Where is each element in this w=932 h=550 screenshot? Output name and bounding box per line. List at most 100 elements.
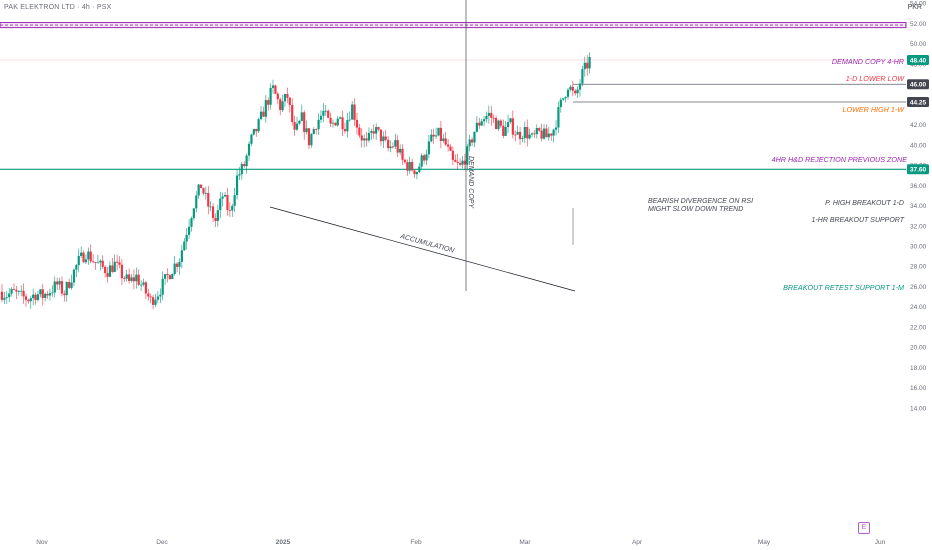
candle-body [506,122,510,128]
candle-body [154,299,157,305]
symbol-legend[interactable]: PAK ELEKTRON LTD · 4h · PSX [4,4,112,11]
y-tick-label: 30.00 [910,244,927,251]
candle-body [377,127,380,130]
candle-body [281,101,284,111]
candle-body [482,119,486,122]
candle-body [446,144,450,147]
candle-body [255,128,258,132]
candle-body [552,129,555,136]
candle-body [159,294,162,297]
candle-body [394,140,397,147]
candle-body [439,127,443,141]
candle-body [116,261,119,263]
candle-body [264,100,267,117]
candle-body [202,188,205,194]
candle-body [197,184,200,196]
candle-body [427,141,431,155]
candle-body [92,261,95,263]
candle-body [372,131,375,134]
candle-body [442,138,445,141]
candle-body [17,291,20,292]
note-slow-down-trend: MIGHT SLOW DOWN TREND [648,206,743,213]
candle-body [106,273,109,277]
y-tick-label: 22.00 [910,324,927,331]
candle-body [384,136,387,140]
candle-body [545,128,548,138]
candle-body [571,86,574,91]
candle-body [557,107,560,128]
candle-body [173,263,176,275]
candle-body [562,98,565,100]
candle-body [583,62,586,70]
time-axis[interactable]: Nov Dec 2025 Feb Mar Apr May Jun [36,539,885,546]
y-tick-label: 14.00 [910,405,927,412]
candle-body [382,136,385,142]
candle-body [415,172,419,175]
tradingview-logo-icon[interactable]: E [858,522,870,534]
candle-body [0,291,4,300]
price-label-text: 46.00 [910,82,927,89]
candle-body [22,290,25,297]
candle-body [542,128,546,139]
candle-body [351,104,354,120]
candle-body [355,119,359,128]
candle-body [53,281,56,293]
candle-body [96,262,100,264]
candle-body [209,206,212,208]
candle-body [238,174,241,176]
candle-body [327,110,330,118]
note-p-high-breakout: P. HIGH BREAKOUT 1-D [825,200,904,207]
candle-body [334,122,337,126]
candle-body [348,119,351,121]
candle-body [411,161,414,171]
candle-body [346,120,349,132]
y-tick-label: 26.00 [910,284,927,291]
candle-body [211,206,215,218]
y-tick-label: 28.00 [910,264,927,271]
candle-body [370,131,373,133]
candle-body [46,293,49,296]
y-tick-label: 54.00 [910,1,927,8]
candle-body [274,85,277,94]
candle-body [559,99,562,108]
candle-body [387,139,390,149]
candle-body [243,163,246,167]
levels-layer [0,59,906,170]
note-retest-support: BREAKOUT RETEST SUPPORT 1-M [783,283,904,292]
candle-body [276,93,279,100]
candle-body [550,133,553,136]
candle-body [185,234,188,242]
candle-body [516,131,519,135]
candle-body [87,251,90,260]
candle-body [144,282,148,294]
candle-body [271,85,275,88]
candle-body [262,111,265,117]
candle-body [223,194,227,197]
candle-body [27,299,30,302]
candle-body [130,277,133,281]
candle-body [461,160,464,165]
candle-body [408,161,411,171]
y-tick-label: 40.00 [910,142,927,149]
note-demand-copy: DEMAND COPY [467,156,474,209]
candle-body [490,112,493,118]
price-label-bg [907,54,929,65]
candle-body [528,134,531,139]
candle-body [413,170,416,175]
candle-body [343,129,347,132]
candle-body [418,166,421,173]
candle-body [406,162,409,171]
candle-body [41,289,44,298]
candle-body [331,122,335,124]
candle-body [104,266,107,274]
candle-body [492,117,495,119]
candle-body [339,117,342,119]
candle-body [94,262,97,263]
candle-body [199,184,203,189]
candle-body [569,86,572,90]
candle-body [283,94,287,102]
candle-body [82,252,85,263]
candle-body [24,296,28,300]
